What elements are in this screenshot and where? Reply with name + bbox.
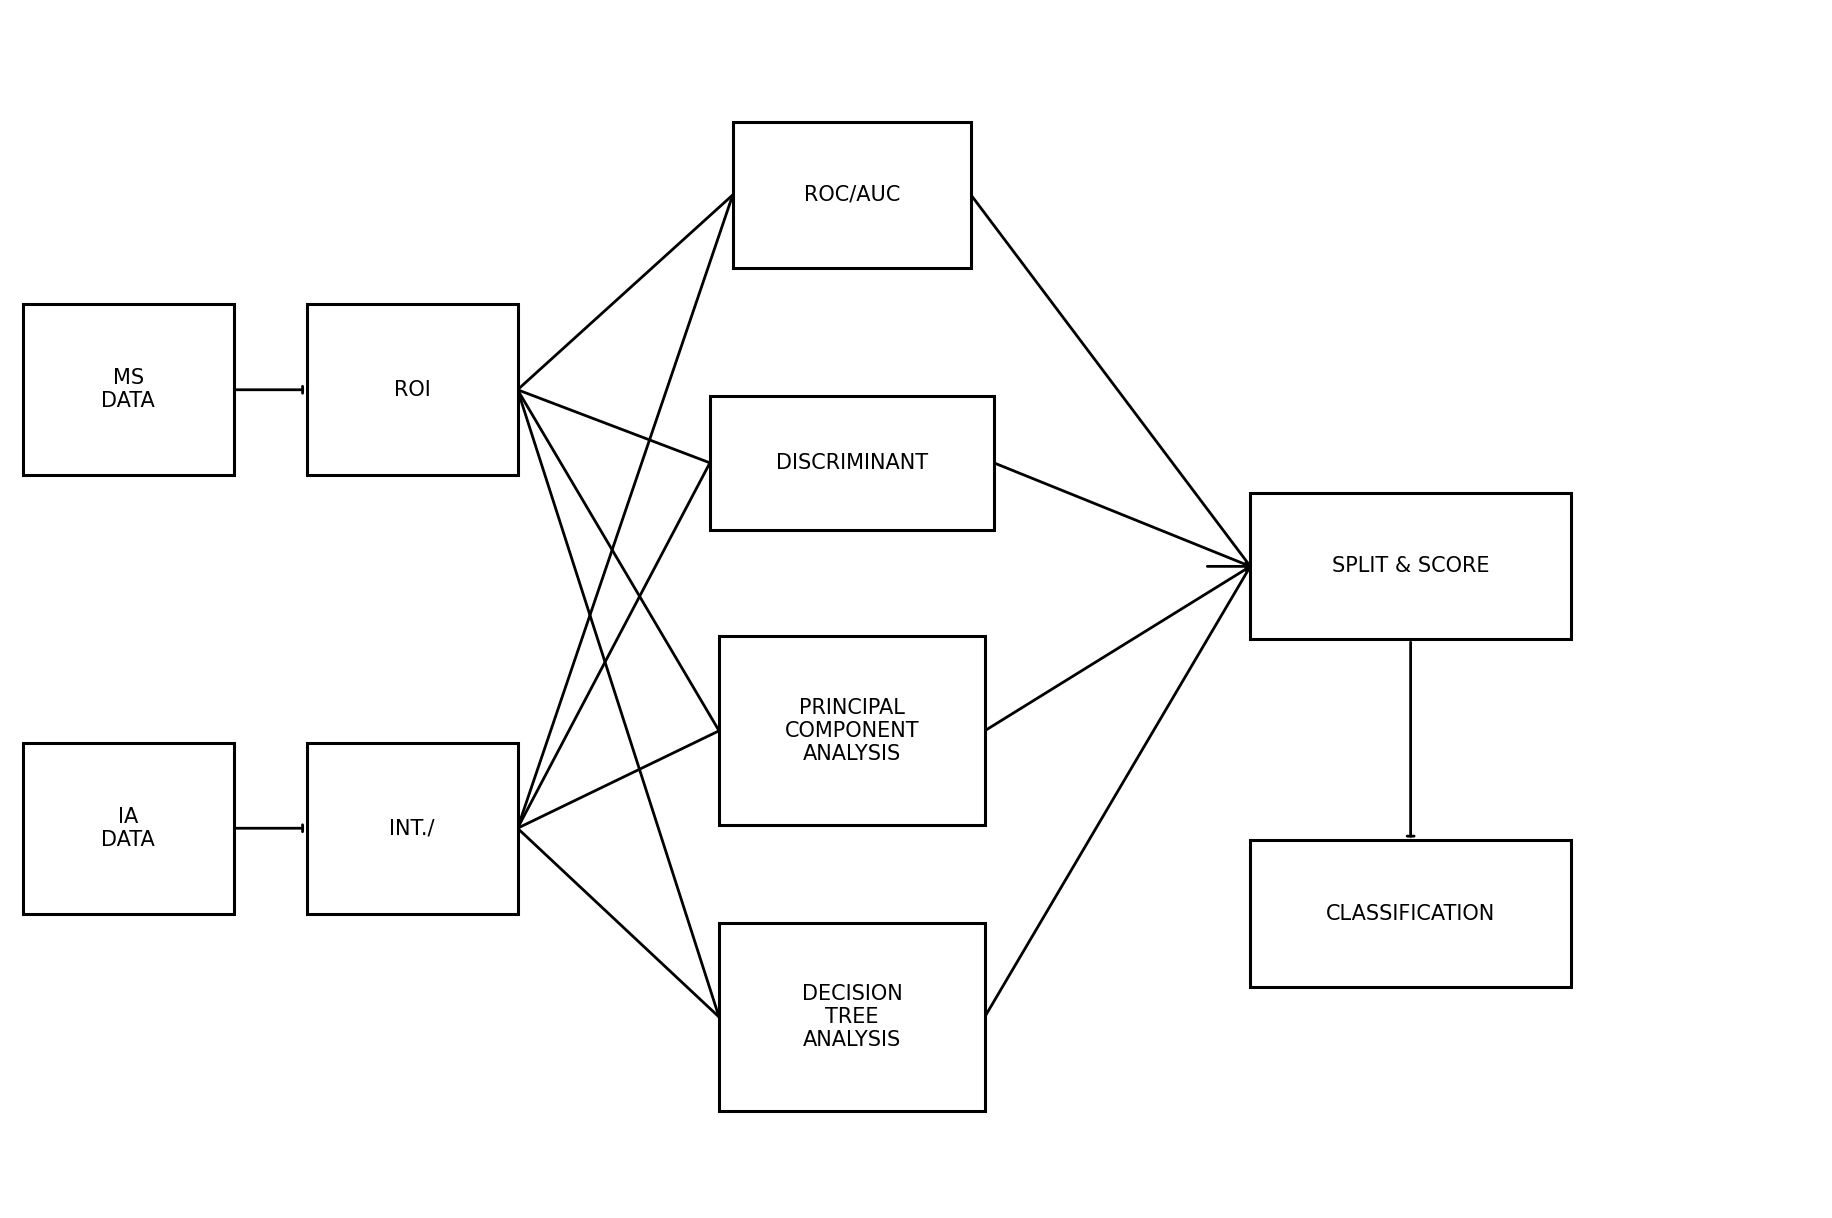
Text: CLASSIFICATION: CLASSIFICATION [1326, 904, 1495, 923]
Bar [718, 923, 986, 1111]
Text: INT./: INT./ [390, 818, 434, 838]
Bar [709, 396, 993, 530]
Bar [718, 636, 986, 826]
Text: PRINCIPAL
COMPONENT
ANALYSIS: PRINCIPAL COMPONENT ANALYSIS [784, 698, 920, 764]
Text: DISCRIMINANT: DISCRIMINANT [775, 453, 929, 473]
Bar [24, 304, 233, 475]
Bar [733, 122, 971, 268]
Bar [24, 743, 233, 914]
Text: ROC/AUC: ROC/AUC [804, 185, 900, 205]
Bar [1249, 493, 1570, 639]
Text: DECISION
TREE
ANALYSIS: DECISION TREE ANALYSIS [802, 984, 901, 1050]
Text: MS
DATA: MS DATA [101, 368, 156, 412]
Bar [1249, 840, 1570, 987]
Bar [308, 743, 518, 914]
Text: IA
DATA: IA DATA [101, 806, 156, 850]
Text: ROI: ROI [394, 380, 431, 400]
Bar [308, 304, 518, 475]
Text: SPLIT & SCORE: SPLIT & SCORE [1332, 557, 1489, 576]
